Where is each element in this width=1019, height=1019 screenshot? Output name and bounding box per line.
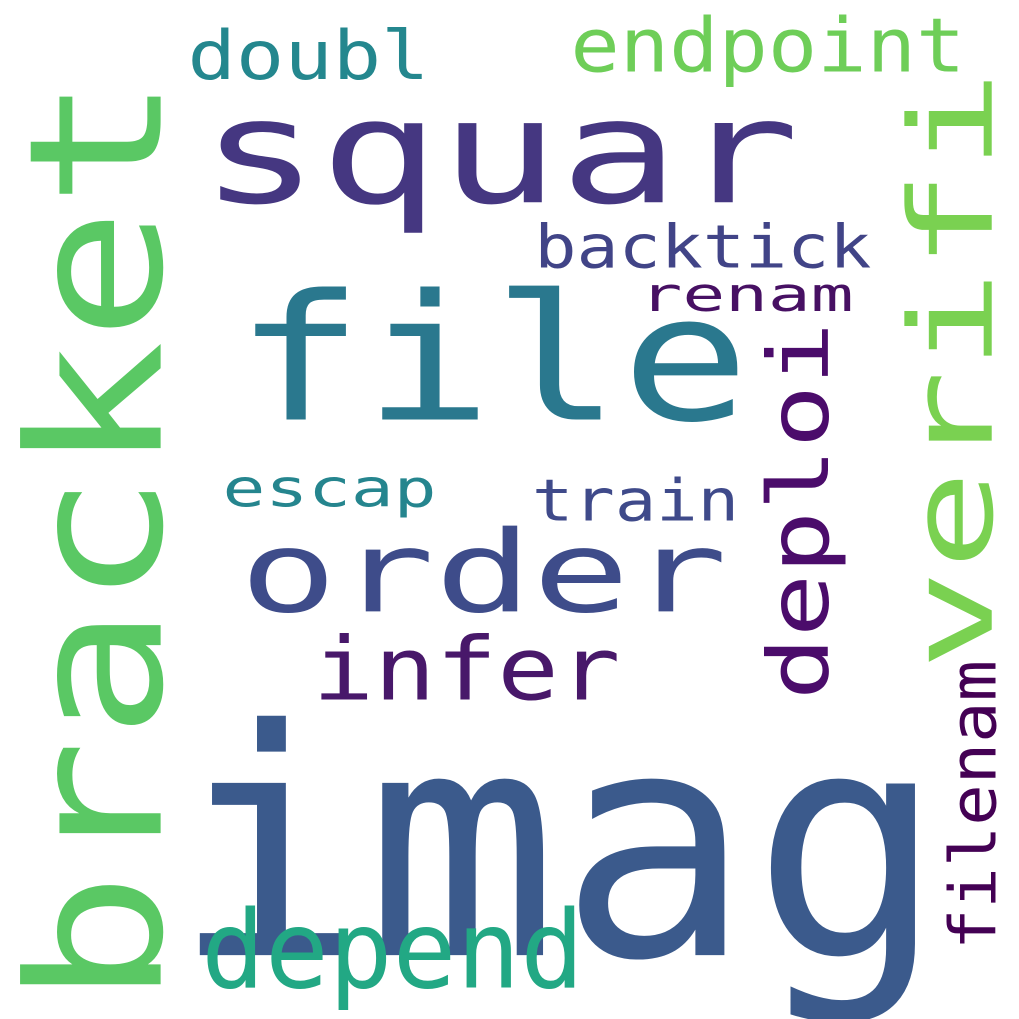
word-depend: depend bbox=[200, 887, 585, 1014]
word-squar: squar bbox=[200, 66, 800, 237]
word-escap: escap bbox=[222, 458, 438, 520]
word-backtick: backtick bbox=[533, 211, 871, 282]
word-renam: renam bbox=[639, 266, 855, 322]
word-filenam: filenam bbox=[936, 660, 1012, 950]
word-bracket: bracket bbox=[0, 75, 205, 1005]
word-file: file bbox=[234, 256, 750, 461]
word-doubl: doubl bbox=[188, 15, 430, 96]
word-infer: infer bbox=[313, 618, 621, 720]
word-deploi: deploi bbox=[750, 322, 849, 700]
word-order: order bbox=[239, 505, 729, 639]
word-endpoint: endpoint bbox=[569, 1, 965, 89]
word-verifi: verifi bbox=[884, 69, 1019, 671]
word-train: train bbox=[532, 466, 739, 535]
word-imag: imag bbox=[171, 661, 945, 1019]
